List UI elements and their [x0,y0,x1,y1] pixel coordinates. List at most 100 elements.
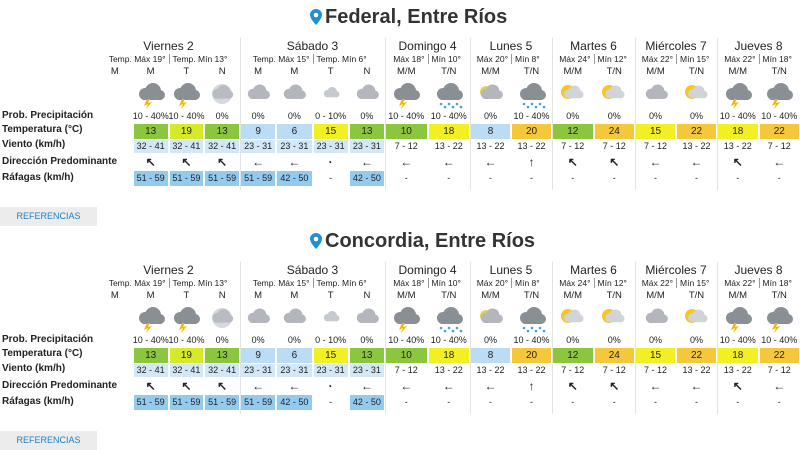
temp-max: Máx 20° [476,278,508,288]
temp-max: Máx 24° [559,278,591,288]
temperature: 24 [594,124,634,139]
day-separator [552,38,553,190]
precipitation: 10 - 40% [168,335,205,345]
day-name: Jueves 8 [734,39,783,53]
precipitation: 10 - 40% [388,111,425,121]
wind: 7 - 12 [602,141,626,151]
gusts: - [329,173,333,183]
weather-icon [560,309,584,323]
period-label: N [363,66,371,77]
precipitation: 0% [483,111,497,121]
day-name: Domingo 4 [398,39,457,53]
temp-max: Máx 18° [393,54,425,64]
temp-max: Temp. Máx 19° [108,278,166,288]
direction: ← [442,379,455,393]
direction: ↑ [528,155,535,169]
wind: 7 - 12 [643,365,667,375]
gusts: - [612,397,616,407]
period-label: M/M [481,290,500,301]
wind: 23 - 31 [313,140,348,153]
references-button[interactable]: REFERENCIAS [0,207,97,226]
weather-icon [174,307,201,333]
gusts: - [489,173,492,183]
direction: ← [484,379,497,393]
period-label: M/M [728,66,747,77]
gusts: 42 - 50 [277,171,312,186]
period-label: M [146,290,155,301]
wind: 32 - 41 [169,364,204,377]
precipitation: 0% [607,335,621,345]
direction: ← [690,379,703,393]
day-separator [635,262,636,414]
wind: 23 - 31 [241,140,276,153]
temp-max: Máx 22° [724,278,756,288]
row-label: Temperatura (°C) [2,124,83,135]
wind: 32 - 41 [205,140,239,153]
row-label: Temperatura (°C) [2,348,83,359]
temperature: 18 [428,124,469,139]
wind: 13 - 22 [476,365,505,375]
period-label: M [146,66,155,77]
direction: ↖ [609,155,620,169]
temperature: 22 [677,124,716,139]
temperature: 19 [169,124,204,139]
precipitation: 10 - 40% [761,111,798,121]
weather-icon [284,84,307,99]
wind: 13 - 22 [517,365,546,375]
weather-icon [519,307,546,333]
weather-icon [479,84,503,99]
direction: ← [288,379,301,393]
gusts: - [612,173,616,183]
temperature: 13 [205,348,239,363]
precipitation: 10 - 40% [132,335,169,345]
wind: 13 - 22 [682,365,711,375]
gusts: 42 - 50 [277,395,312,410]
period-label: T/N [688,66,705,77]
row-label: Ráfagas (km/h) [2,172,74,183]
temperature: 8 [471,124,510,139]
period-label: M [110,290,119,301]
direction: ← [252,155,265,169]
direction: ↖ [145,155,156,169]
temperature: 15 [636,348,675,363]
temp-min: Mín 10° [427,54,471,64]
temp-max: Máx 18° [393,278,425,288]
direction: ← [649,155,662,169]
temp-min: Mín 8° [511,278,552,288]
gusts: - [571,173,575,183]
gusts: 51 - 59 [133,395,168,410]
gusts: 42 - 50 [349,171,384,186]
weather-icon [436,83,463,109]
day-name: Miércoles 7 [645,263,707,277]
direction: ← [773,155,786,169]
period-label: M/M [646,290,665,301]
period-label: M/M [646,66,665,77]
temp-min: Mín 18° [758,54,800,64]
temp-max: Temp. Máx 19° [108,54,166,64]
precipitation: 0% [648,111,662,121]
day-separator [385,262,386,414]
gusts: - [571,397,575,407]
temperature: 6 [277,348,312,363]
precipitation: 0 - 10% [315,111,347,121]
weather-icon [479,308,503,323]
gusts: 42 - 50 [349,395,384,410]
temperature: 20 [512,348,551,363]
gusts: 51 - 59 [205,395,239,410]
weather-icon [138,83,165,109]
gusts: 51 - 59 [205,171,239,186]
temp-max: Máx 22° [724,54,756,64]
weather-icon [356,84,379,99]
gusts: - [695,397,698,407]
gusts: - [489,397,492,407]
weather-icon [212,84,234,104]
gusts: - [695,173,698,183]
gusts: - [329,397,333,407]
day-name: Viernes 2 [143,39,194,53]
wind: 13 - 22 [682,141,711,151]
direction: ↖ [217,155,228,169]
direction: ↖ [609,379,620,393]
references-button[interactable]: REFERENCIAS [0,431,97,450]
temp-min: Mín 12° [593,54,636,64]
temperature: 13 [205,124,239,139]
